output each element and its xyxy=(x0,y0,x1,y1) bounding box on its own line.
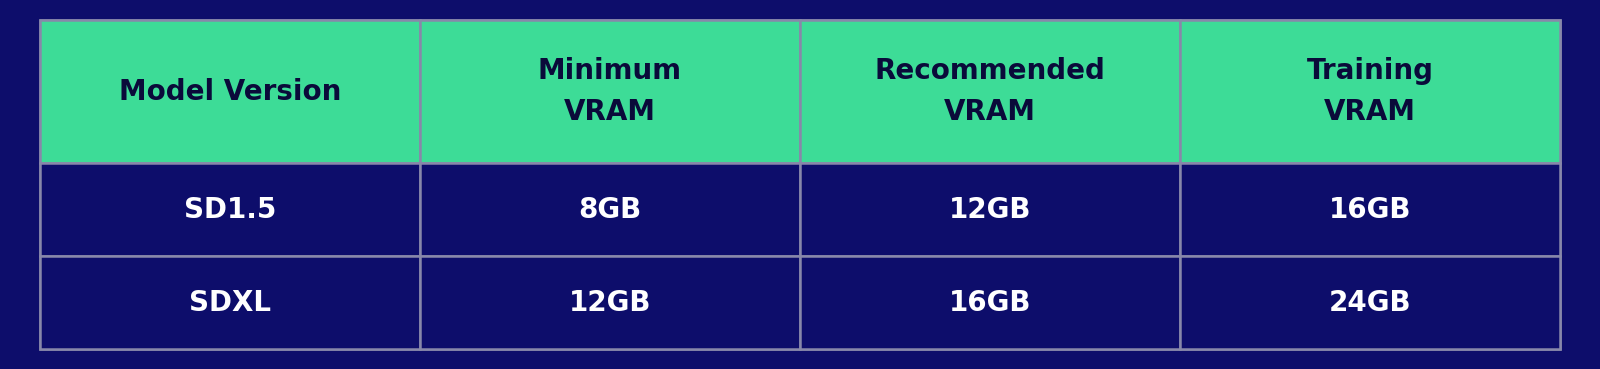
Text: 8GB: 8GB xyxy=(578,196,642,224)
Bar xyxy=(40,20,1560,349)
Bar xyxy=(40,163,419,256)
Bar xyxy=(40,20,419,163)
Text: Model Version: Model Version xyxy=(118,77,341,106)
Text: Recommended
VRAM: Recommended VRAM xyxy=(875,57,1106,126)
Bar xyxy=(800,163,1181,256)
Bar xyxy=(419,163,800,256)
Text: 16GB: 16GB xyxy=(949,289,1032,317)
Text: 16GB: 16GB xyxy=(1328,196,1411,224)
Bar xyxy=(800,256,1181,349)
Text: SDXL: SDXL xyxy=(189,289,270,317)
Bar xyxy=(419,256,800,349)
Text: Minimum
VRAM: Minimum VRAM xyxy=(538,57,682,126)
Text: Training
VRAM: Training VRAM xyxy=(1307,57,1434,126)
Text: 12GB: 12GB xyxy=(568,289,651,317)
Text: 24GB: 24GB xyxy=(1328,289,1411,317)
Bar xyxy=(1181,163,1560,256)
Bar xyxy=(419,20,800,163)
Text: 12GB: 12GB xyxy=(949,196,1032,224)
Text: SD1.5: SD1.5 xyxy=(184,196,277,224)
Bar xyxy=(40,256,419,349)
Bar xyxy=(1181,256,1560,349)
Bar xyxy=(800,20,1181,163)
Bar xyxy=(1181,20,1560,163)
